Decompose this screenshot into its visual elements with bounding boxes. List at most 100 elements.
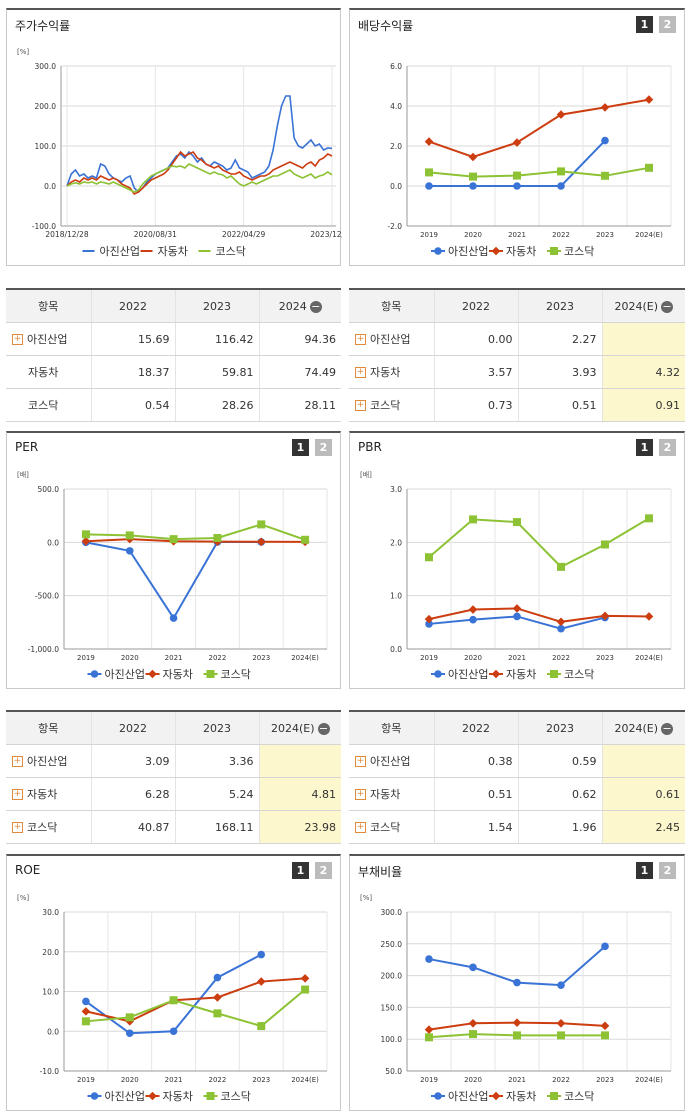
data-point — [81, 530, 90, 539]
table-cell: 0.54 — [90, 388, 175, 422]
expand-plus-icon[interactable]: + — [12, 788, 23, 800]
collapse-icon[interactable]: − — [661, 721, 674, 735]
data-point — [424, 137, 434, 146]
data-point — [600, 103, 610, 112]
x-tick-label: 2019 — [420, 231, 438, 239]
expand-plus-icon[interactable]: + — [12, 821, 23, 833]
legend-label: 자동차 — [163, 1090, 193, 1103]
legend-label: 코스닥 — [564, 1090, 594, 1103]
view-1-button[interactable]: 1 — [636, 862, 653, 879]
y-tick-label: 2.0 — [390, 538, 402, 547]
dividend-panel: 배당수익률 1 2 6.0 4.0 2.0 0.0 -2.0 2019 2020 2021 20… — [349, 8, 685, 266]
x-tick-label: 2021 — [165, 1076, 183, 1084]
view-1-button[interactable]: 1 — [636, 16, 653, 33]
y-tick-label: 100.0 — [381, 1035, 403, 1044]
data-point — [213, 533, 222, 542]
table-cell: 0.51 — [517, 388, 602, 422]
data-point — [125, 531, 134, 540]
table-cell: 5.24 — [174, 777, 259, 811]
data-point — [491, 246, 501, 256]
table-cell: 116.42 — [174, 322, 259, 356]
legend-label: 아진산업 — [448, 1090, 488, 1103]
series-line — [66, 163, 333, 193]
table-cell — [601, 322, 685, 356]
table-cell: 74.49 — [258, 355, 341, 389]
x-tick-label: 2022 — [552, 654, 570, 662]
table-row: + 아진산업 0.38 0.59 — [349, 744, 685, 778]
row-label: 자동차 — [6, 355, 91, 389]
y-tick-label: -10.0 — [40, 1067, 60, 1076]
pbr-panel: PBR 1 2 [배] 3.0 2.0 1.0 0.0 2019 2020 2021 2022 2… — [349, 431, 685, 689]
view-1-button[interactable]: 1 — [292, 439, 309, 456]
collapse-icon[interactable]: − — [661, 299, 674, 313]
data-point — [169, 614, 178, 622]
x-tick-label: 2022 — [209, 1076, 227, 1084]
table-cell: 1.54 — [433, 810, 518, 844]
x-tick-label: 2020 — [464, 1076, 482, 1084]
axis-unit-label: [배] — [17, 470, 29, 479]
table-row: + 자동차 0.51 0.62 0.61 — [349, 777, 685, 811]
collapse-icon[interactable]: − — [309, 299, 322, 313]
data-point — [469, 963, 477, 972]
view-2-button[interactable]: 2 — [659, 16, 676, 33]
table-row: + 자동차 3.57 3.93 4.32 — [349, 355, 685, 389]
data-point — [469, 172, 477, 181]
header-label: 2024(E) — [270, 721, 315, 735]
view-2-button[interactable]: 2 — [315, 862, 332, 879]
data-point — [257, 520, 266, 529]
data-point — [90, 1092, 99, 1100]
data-point — [513, 171, 521, 180]
x-tick-label: 2019 — [420, 654, 438, 662]
x-tick-label: 2022 — [552, 231, 570, 239]
table-cell: 59.81 — [174, 355, 259, 389]
data-point — [125, 547, 134, 555]
series-line — [428, 517, 650, 569]
collapse-icon[interactable]: − — [317, 721, 330, 735]
data-point — [557, 1031, 565, 1040]
view-1-button[interactable]: 1 — [292, 862, 309, 879]
expand-plus-icon[interactable]: + — [355, 788, 366, 800]
table-cell: 4.32 — [601, 355, 685, 389]
row-label: + 자동차 — [6, 777, 91, 811]
expand-plus-icon[interactable]: + — [12, 755, 23, 767]
x-tick-label: 2024(E) — [291, 1076, 319, 1084]
view-2-button[interactable]: 2 — [659, 439, 676, 456]
header-label: 2024 — [278, 299, 307, 313]
axis-unit-label: [%] — [360, 894, 372, 902]
view-2-button[interactable]: 2 — [315, 439, 332, 456]
row-label: + 코스닥 — [6, 810, 91, 844]
panel-title: 부채비율 — [358, 865, 403, 879]
view-1-button[interactable]: 1 — [636, 439, 653, 456]
expand-plus-icon[interactable]: + — [355, 333, 366, 345]
expand-plus-icon[interactable]: + — [355, 366, 366, 378]
header-label: 2022 — [119, 721, 147, 735]
y-tick-label: 2.0 — [390, 142, 402, 151]
data-point — [125, 1013, 134, 1022]
pbr-table: 항목 2022 2023 2024(E) − + 아진산업 0.38 0.59 + 자동차 0.51 0… — [349, 710, 685, 844]
legend-label: 아진산업 — [100, 245, 140, 258]
data-point — [206, 670, 215, 678]
panel-title: PBR — [358, 440, 382, 454]
view-2-button[interactable]: 2 — [659, 862, 676, 879]
header-label: 2024(E) — [614, 721, 659, 735]
header-label: 2022 — [462, 721, 490, 735]
table-row: 자동차 18.37 59.81 74.49 — [6, 355, 341, 389]
expand-plus-icon[interactable]: + — [12, 333, 23, 345]
expand-plus-icon[interactable]: + — [355, 399, 366, 411]
expand-plus-icon[interactable]: + — [355, 821, 366, 833]
legend-label: 자동차 — [163, 668, 193, 681]
y-tick-label: 30.0 — [42, 908, 59, 917]
data-point — [425, 955, 433, 963]
expand-plus-icon[interactable]: + — [355, 755, 366, 767]
row-name: 코스닥 — [27, 821, 58, 834]
column-header-item: 항목 — [6, 710, 91, 745]
y-tick-label: 200.0 — [35, 102, 57, 111]
table-cell: 0.62 — [517, 777, 602, 811]
data-point — [644, 95, 654, 104]
table-row: + 아진산업 0.00 2.27 — [349, 322, 685, 356]
data-point — [557, 182, 565, 190]
row-name: 코스닥 — [28, 399, 59, 412]
data-point — [512, 604, 522, 613]
debt-chart: [%] 300.0 250.0 200.0 150.0 100.0 50.0 2019 2020… — [360, 894, 672, 1103]
